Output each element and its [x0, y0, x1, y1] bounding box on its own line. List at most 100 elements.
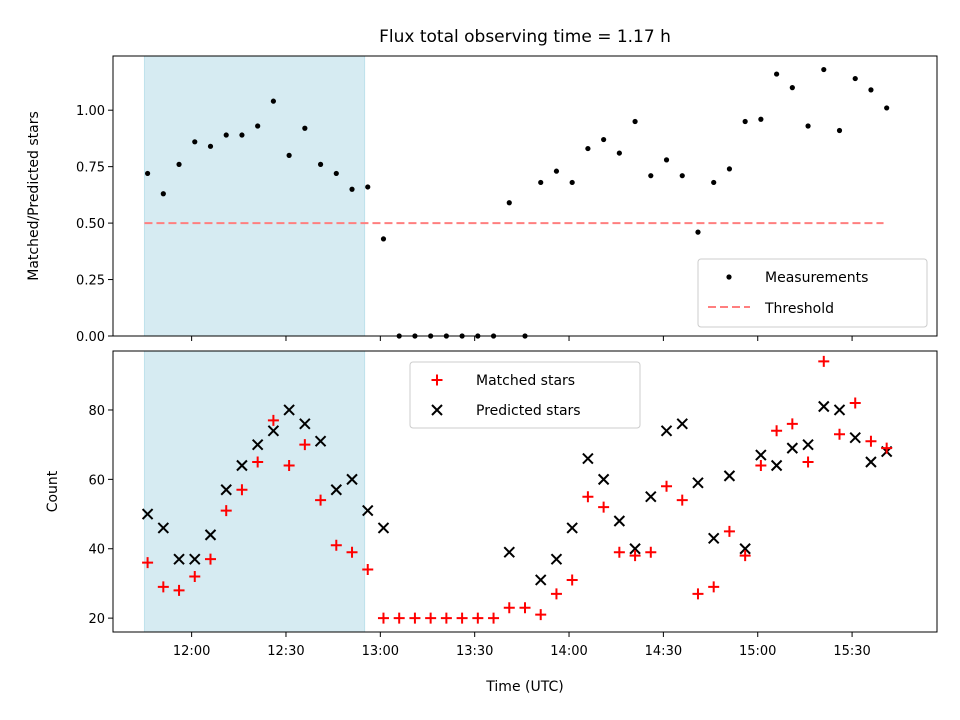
legend-measurements-label: Measurements — [765, 270, 868, 286]
matched-stars-point — [236, 484, 248, 496]
matched-stars-point — [157, 581, 169, 593]
top-y-tick-label: 0.50 — [76, 217, 105, 232]
matched-stars-point — [629, 550, 641, 562]
bottom-points-layer — [141, 355, 893, 624]
measurement-point — [868, 87, 874, 93]
matched-stars-point — [661, 480, 673, 492]
predicted-stars-point — [267, 425, 280, 437]
matched-stars-point — [488, 612, 500, 624]
matched-stars-point — [739, 550, 751, 562]
matched-stars-point — [409, 612, 421, 624]
measurement-point — [286, 152, 292, 158]
top-shaded-region-layer — [143, 55, 366, 337]
matched-stars-point — [582, 491, 594, 503]
top-x-ticks — [191, 336, 853, 341]
measurement-point — [726, 166, 733, 172]
measurement-point — [223, 132, 229, 138]
matched-stars-point — [220, 505, 232, 517]
bottom-y-tick-label: 80 — [88, 404, 105, 419]
matched-stars-point — [755, 459, 767, 471]
top-y-tick-label: 1.00 — [76, 104, 105, 119]
predicted-stars-point — [299, 418, 311, 430]
measurement-point — [192, 139, 198, 145]
legend-threshold-label: Threshold — [764, 301, 834, 317]
matched-stars-point — [645, 546, 657, 558]
matched-stars-point — [315, 494, 327, 506]
measurement-point — [601, 136, 607, 143]
top-plot-frame — [112, 55, 938, 337]
predicted-stars-point — [377, 522, 390, 534]
top-points-layer — [144, 66, 890, 339]
predicted-stars-point — [157, 522, 170, 534]
matched-stars-point — [802, 456, 814, 468]
bottom-legend-box — [409, 361, 641, 429]
predicted-stars-point — [362, 504, 374, 517]
predicted-stars-point — [204, 529, 217, 541]
predicted-stars-point — [833, 404, 846, 416]
measurement-point — [758, 116, 764, 122]
matched-stars-point — [849, 397, 861, 409]
bottom-shaded-region-layer — [143, 350, 366, 633]
bottom-y-axis-label: Count — [45, 470, 61, 512]
matched-stars-point — [346, 546, 358, 558]
bottom-x-tick-label: 15:30 — [833, 644, 870, 659]
predicted-stars-point — [865, 456, 877, 468]
top-legend: Measurements Threshold — [697, 258, 928, 328]
predicted-stars-point — [676, 418, 688, 430]
predicted-stars-point — [582, 452, 594, 465]
bottom-x-tick-label: 15:00 — [739, 644, 776, 659]
matched-stars-point — [598, 501, 610, 513]
legend-predicted-marker — [431, 404, 443, 416]
predicted-stars-point — [739, 543, 751, 555]
predicted-stars-point — [629, 543, 641, 555]
measurement-point — [884, 105, 890, 111]
matched-stars-point — [535, 609, 547, 621]
predicted-stars-point — [189, 553, 201, 565]
top-y-axis-label: Matched/Predicted stars — [26, 111, 42, 281]
legend-predicted-label: Predicted stars — [476, 403, 581, 419]
bottom-x-tick-label: 12:00 — [173, 644, 210, 659]
legend-matched-label: Matched stars — [476, 373, 575, 389]
matched-stars-point — [723, 525, 735, 537]
measurement-point — [553, 168, 560, 174]
measurement-point — [255, 123, 261, 129]
top-shaded-region — [143, 55, 366, 337]
predicted-stars-point — [251, 438, 264, 451]
predicted-stars-point — [550, 553, 563, 565]
predicted-stars-point — [220, 484, 232, 496]
matched-stars-point — [786, 418, 798, 430]
measurement-point — [852, 75, 858, 82]
matched-stars-point — [676, 494, 688, 506]
matched-stars-point — [393, 612, 405, 624]
measurement-point — [616, 150, 622, 156]
matched-stars-point — [834, 428, 846, 440]
bottom-x-tick-label: 12:30 — [267, 644, 304, 659]
matched-stars-point — [252, 456, 264, 468]
top-chart-title: Flux total observing time = 1.17 h — [379, 27, 671, 47]
measurement-point — [805, 123, 811, 129]
measurement-point — [380, 236, 387, 242]
predicted-stars-point — [723, 470, 736, 482]
matched-stars-point — [189, 570, 201, 582]
predicted-stars-point — [330, 484, 343, 496]
measurement-point — [663, 157, 670, 163]
matched-stars-point — [299, 439, 311, 451]
measurement-point — [569, 179, 575, 186]
matched-stars-point — [519, 602, 531, 614]
predicted-stars-point — [770, 459, 783, 472]
legend-matched-marker — [431, 374, 443, 386]
bottom-shaded-region — [143, 350, 366, 633]
matched-stars-point — [267, 414, 279, 426]
matched-stars-point — [865, 435, 877, 447]
bottom-legend: Matched stars Predicted stars — [409, 361, 641, 429]
matched-stars-point — [818, 355, 830, 367]
measurement-point — [648, 173, 654, 179]
matched-stars-point — [440, 612, 452, 624]
measurement-point — [585, 145, 591, 152]
predicted-stars-point — [314, 435, 327, 447]
bottom-x-tick-label: 14:00 — [550, 644, 587, 659]
measurement-point — [836, 127, 843, 134]
predicted-stars-point — [786, 442, 799, 454]
matched-stars-point — [330, 539, 342, 551]
bottom-y-tick-label: 20 — [88, 612, 105, 627]
